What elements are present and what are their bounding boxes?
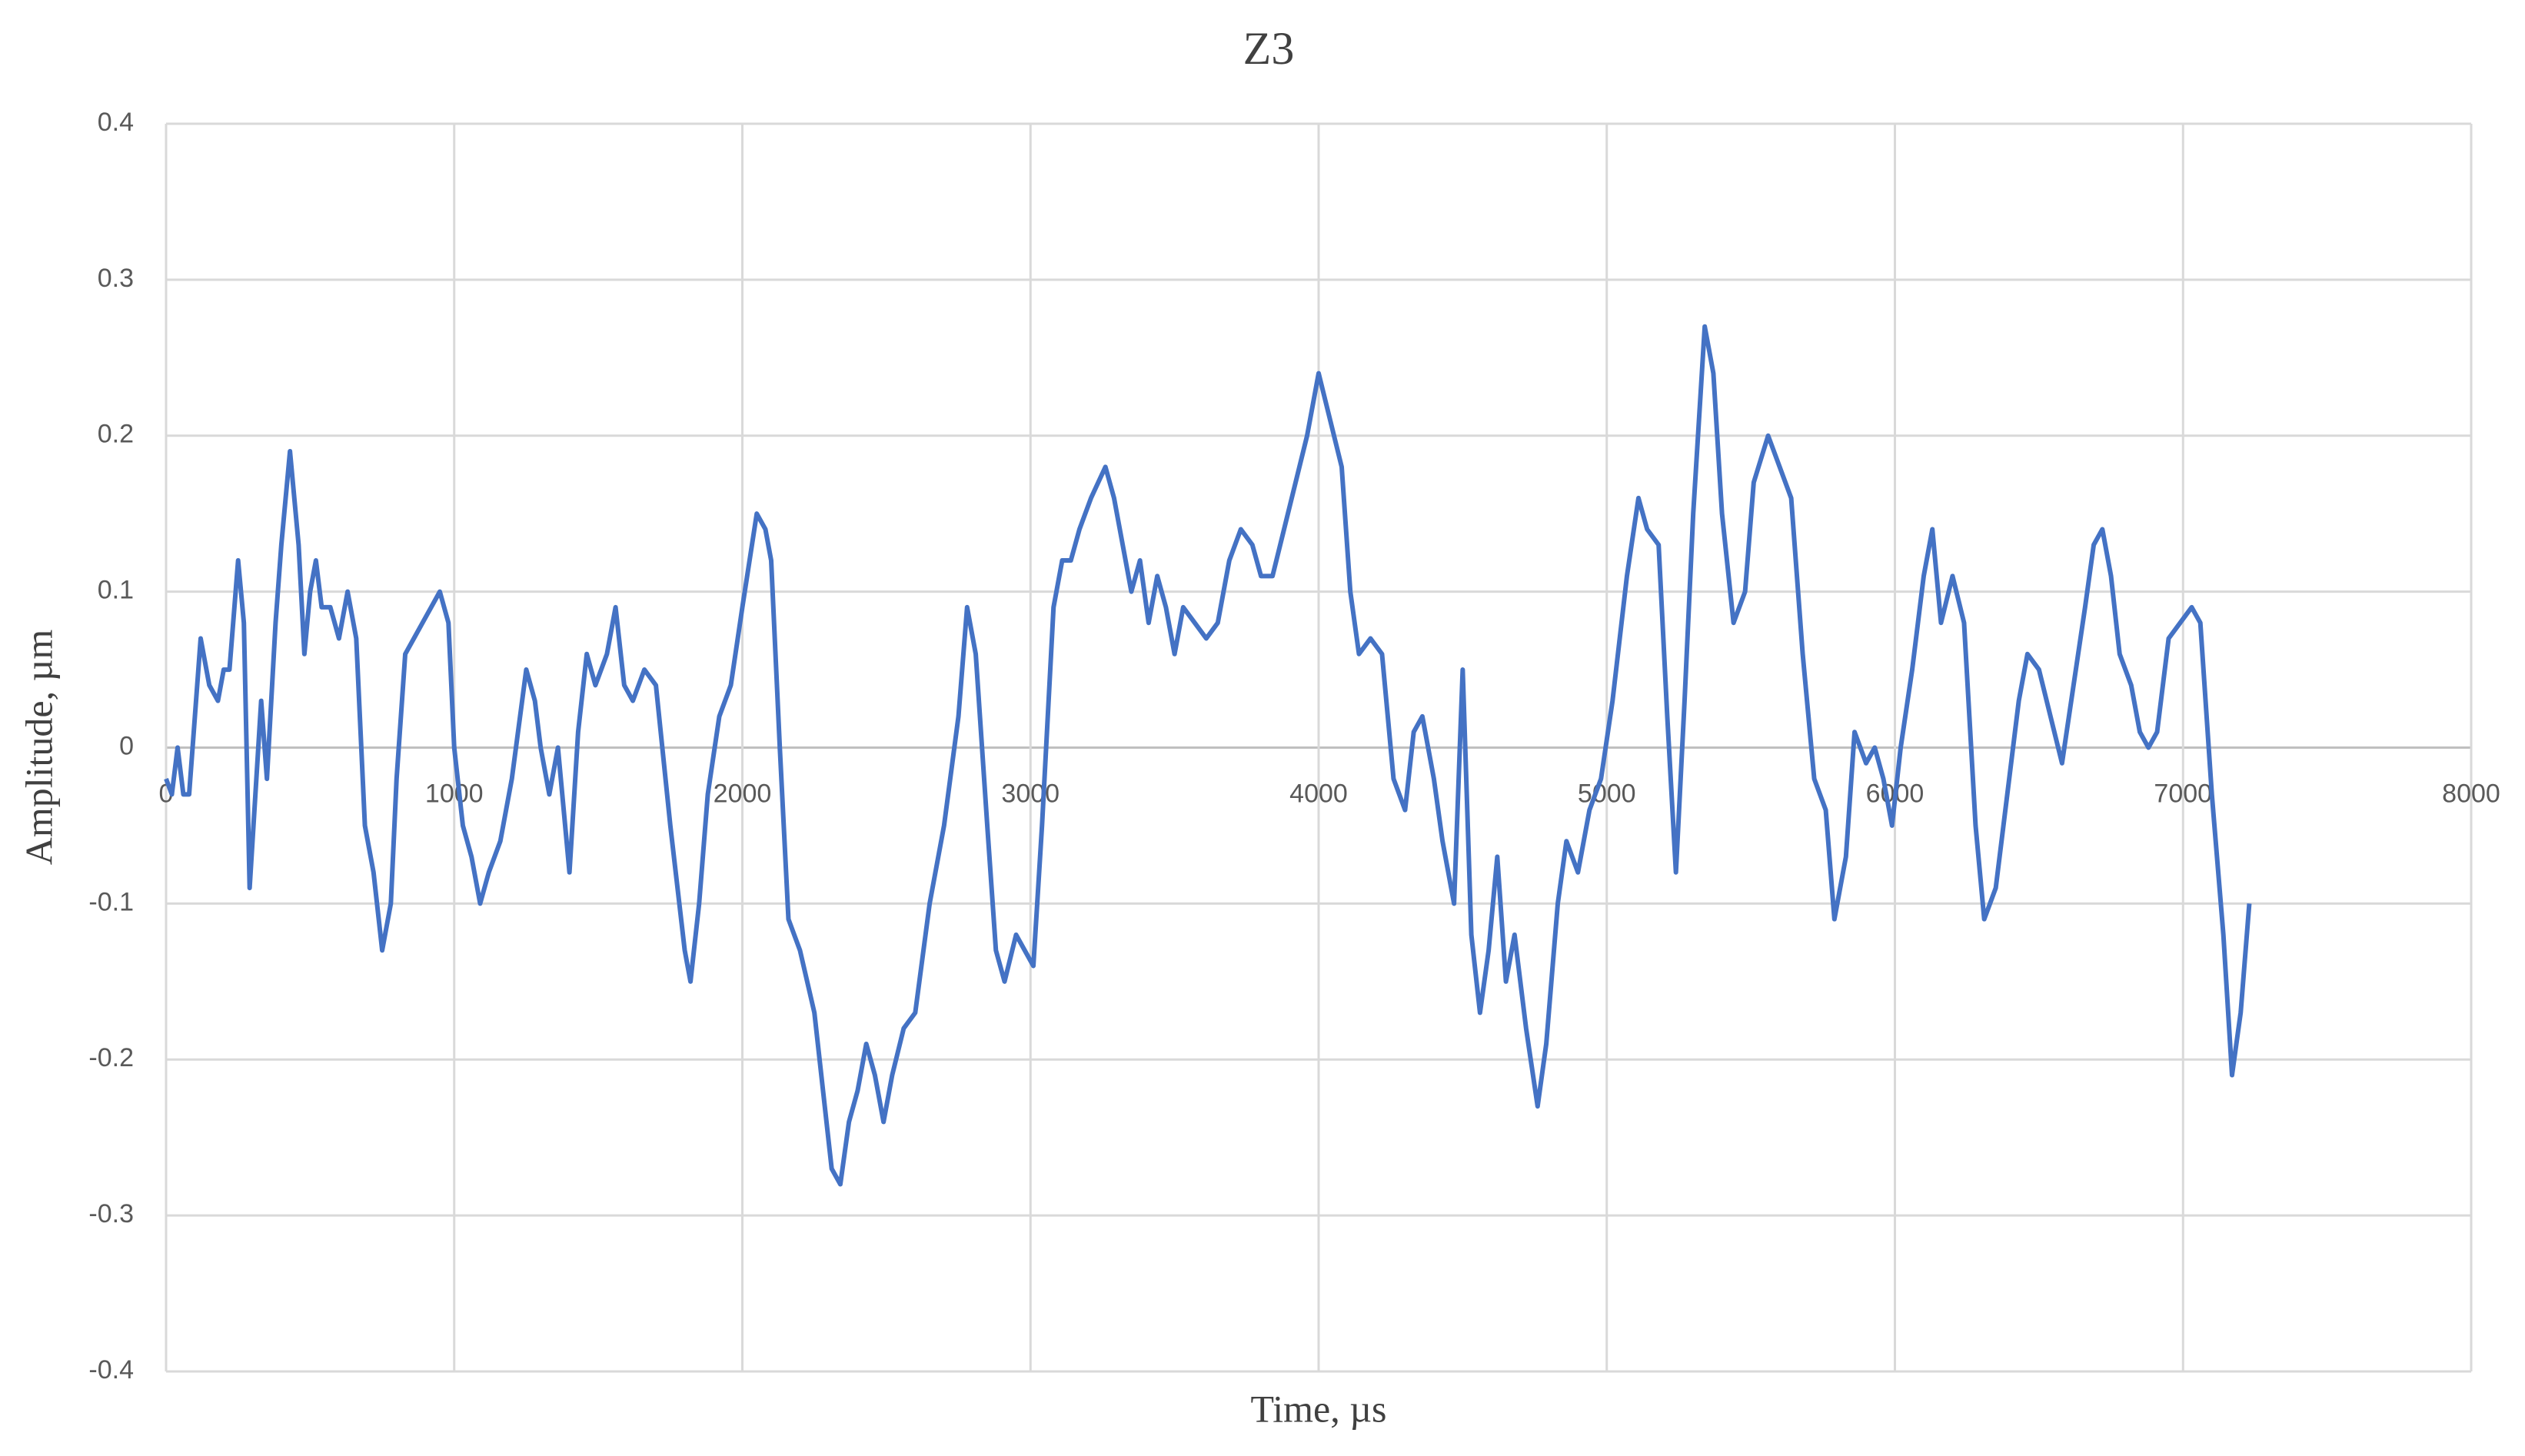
y-tick-label: 0.4 [98, 108, 134, 137]
data-line [164, 324, 2252, 1187]
y-tick-label: 0.3 [98, 264, 134, 293]
y-tick-label: -0.1 [88, 887, 134, 916]
y-axis-label: Amplitude, µm [17, 630, 60, 866]
x-tick-label: 4000 [1289, 779, 1348, 808]
x-tick-label: 2000 [714, 779, 772, 808]
x-tick-label: 3000 [1001, 779, 1060, 808]
y-tick-label: 0.1 [98, 576, 134, 605]
y-tick-label: -0.4 [88, 1355, 134, 1385]
x-tick-label: 1000 [425, 779, 484, 808]
x-tick-label: 8000 [2442, 779, 2500, 808]
x-tick-label: 5000 [1578, 779, 1636, 808]
x-tick-label: 7000 [2154, 779, 2212, 808]
chart-title: Z3 [1243, 23, 1295, 74]
y-tick-label: 0.2 [98, 420, 134, 449]
y-tick-label: -0.2 [88, 1043, 134, 1072]
y-tick-label: 0 [119, 731, 134, 760]
y-tick-label: -0.3 [88, 1199, 134, 1228]
x-axis-label: Time, µs [1250, 1387, 1386, 1430]
